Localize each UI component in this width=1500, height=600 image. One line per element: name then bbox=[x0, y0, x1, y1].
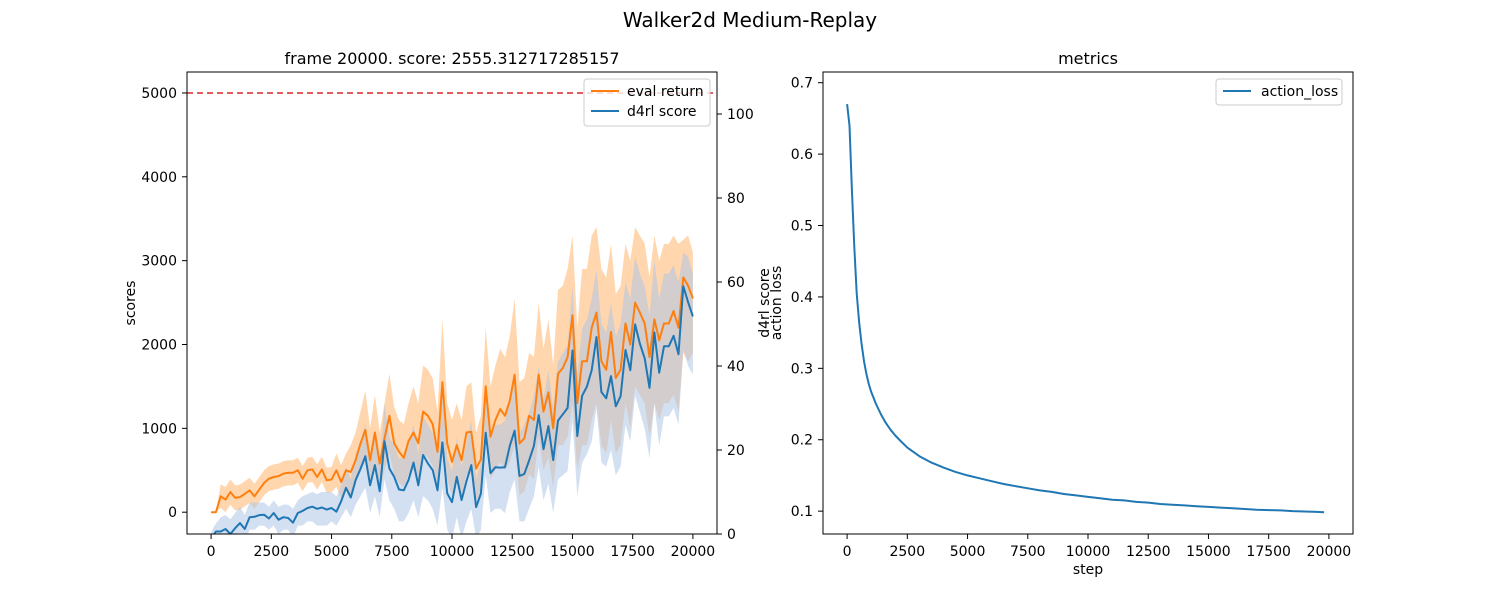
x-tick-label: 7500 bbox=[374, 544, 410, 560]
y-tick-label: 0.4 bbox=[791, 290, 813, 306]
y-tick-label: 3000 bbox=[141, 254, 177, 270]
y2-tick-label: 100 bbox=[727, 107, 754, 123]
x-tick-label: 12500 bbox=[1126, 544, 1171, 560]
eval-return-legend-label: eval return bbox=[627, 84, 704, 100]
y-tick-label: 0.1 bbox=[791, 504, 813, 520]
x-tick-label: 17500 bbox=[1246, 544, 1291, 560]
metrics-chart: metrics 0 2500 5000 7500 10000 12500 15000 1750… bbox=[791, 49, 1354, 578]
y-tick-label: 1000 bbox=[141, 421, 177, 437]
x-tick-label: 17500 bbox=[610, 544, 655, 560]
y-tick-label: 0.3 bbox=[791, 361, 813, 377]
scores-chart-title: frame 20000. score: 2555.312717285157 bbox=[284, 49, 619, 68]
left-y-ticks: 0 1000 2000 3000 4000 5000 bbox=[141, 86, 187, 521]
step-x-axis-label: step bbox=[1073, 562, 1103, 578]
action-loss-legend-label: action_loss bbox=[1261, 84, 1338, 100]
y-tick-label: 0 bbox=[168, 505, 177, 521]
right-y-ticks: 0.1 0.2 0.3 0.4 0.5 0.6 0.7 bbox=[791, 76, 823, 520]
d4rl-score-legend-label: d4rl score bbox=[627, 104, 697, 120]
y2-tick-label: 40 bbox=[727, 359, 745, 375]
y-tick-label: 5000 bbox=[141, 86, 177, 102]
right-lines bbox=[846, 103, 1325, 514]
eval-return-line bbox=[211, 276, 694, 514]
x-tick-label: 15000 bbox=[550, 544, 595, 560]
y-tick-label: 0.2 bbox=[791, 433, 813, 449]
x-tick-label: 2500 bbox=[253, 544, 289, 560]
y-tick-label: 0.5 bbox=[791, 219, 813, 235]
x-tick-label: 12500 bbox=[490, 544, 535, 560]
x-tick-label: 0 bbox=[207, 544, 216, 560]
x-tick-label: 0 bbox=[843, 544, 852, 560]
x-tick-label: 20000 bbox=[1307, 544, 1352, 560]
left-y2-ticks: 0 20 40 60 80 100 bbox=[717, 107, 754, 543]
y-tick-label: 0.7 bbox=[791, 76, 813, 92]
d4rl-score-line bbox=[213, 285, 694, 534]
metrics-chart-title: metrics bbox=[1058, 49, 1118, 68]
y-tick-label: 0.6 bbox=[791, 147, 813, 163]
metrics-plot-frame bbox=[822, 71, 1354, 535]
scores-y-axis-label: scores bbox=[123, 281, 139, 326]
x-tick-label: 7500 bbox=[1010, 544, 1046, 560]
metrics-legend-box bbox=[1215, 78, 1343, 106]
d4rl-score-axis-label: d4rl score bbox=[757, 268, 773, 338]
x-tick-label: 5000 bbox=[950, 544, 986, 560]
x-tick-label: 15000 bbox=[1186, 544, 1231, 560]
y2-tick-label: 80 bbox=[727, 191, 745, 207]
action-loss-line bbox=[846, 103, 1325, 514]
x-tick-label: 5000 bbox=[314, 544, 350, 560]
action-loss-axis-label: action loss bbox=[769, 266, 785, 341]
left-x-ticks: 0 2500 5000 7500 10000 12500 15000 17500 20000 bbox=[207, 534, 716, 560]
y-tick-label: 4000 bbox=[141, 170, 177, 186]
figure-suptitle: Walker2d Medium-Replay bbox=[623, 8, 877, 32]
right-x-ticks: 0 2500 5000 7500 10000 12500 15000 17500 20000 bbox=[843, 534, 1352, 560]
y-tick-label: 2000 bbox=[141, 338, 177, 354]
x-tick-label: 10000 bbox=[1066, 544, 1111, 560]
x-tick-label: 10000 bbox=[430, 544, 475, 560]
metrics-legend: action_loss bbox=[1215, 78, 1343, 106]
scores-legend: eval return d4rl score bbox=[583, 78, 711, 127]
y2-tick-label: 0 bbox=[727, 527, 736, 543]
y2-tick-label: 20 bbox=[727, 443, 745, 459]
y2-tick-label: 60 bbox=[727, 275, 745, 291]
x-tick-label: 20000 bbox=[671, 544, 716, 560]
x-tick-label: 2500 bbox=[889, 544, 925, 560]
